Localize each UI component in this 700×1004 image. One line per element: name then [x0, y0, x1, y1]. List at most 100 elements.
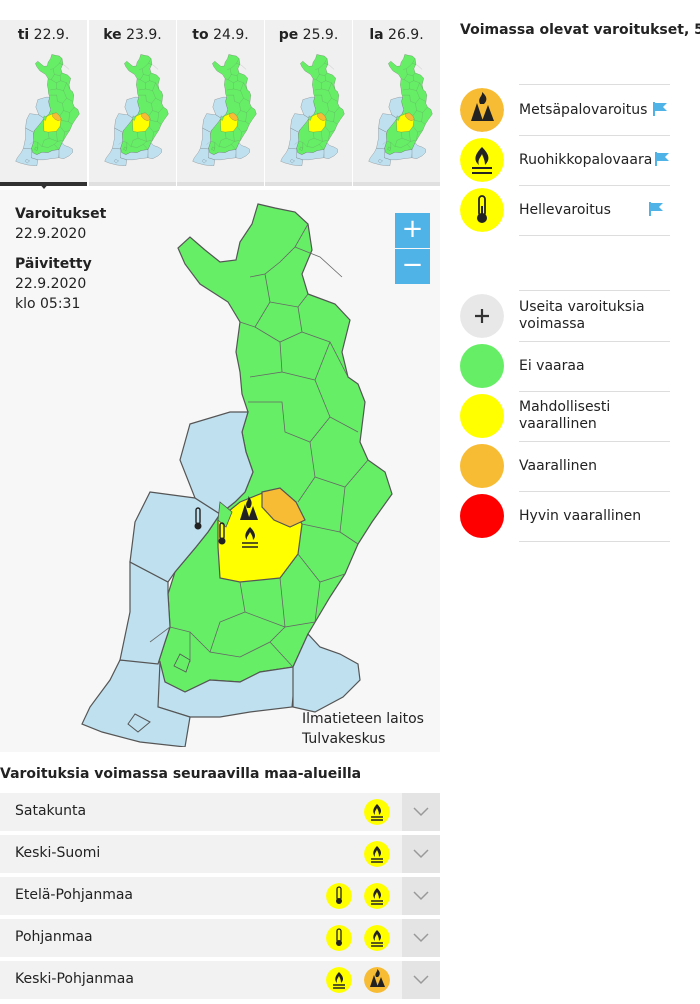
legend-label: Hyvin vaarallinen [519, 507, 642, 524]
region-name: Satakunta [15, 803, 87, 819]
expand-button[interactable] [402, 961, 440, 999]
grass-fire-icon [364, 799, 390, 825]
region-name: Keski-Pohjanmaa [15, 971, 134, 987]
legend-label: Vaarallinen [519, 457, 598, 474]
legend-divider [519, 84, 670, 85]
grass-fire-icon [364, 925, 390, 951]
map-credits: Ilmatieteen laitos Tulvakeskus [302, 709, 424, 749]
legend-level-very-dangerous: Hyvin vaarallinen [460, 491, 670, 542]
day-tabs: ti 22.9. ke 23.9. to 24.9. pe 25.9. la 2… [0, 20, 440, 186]
legend-label: Ei vaaraa [519, 357, 585, 374]
regions-heading: Varoituksia voimassa seuraavilla maa-alu… [0, 766, 362, 782]
thermometer-icon [326, 925, 352, 951]
tab-indicator [89, 182, 176, 186]
map-thermometer-icon [218, 522, 226, 545]
grass-fire-icon [364, 883, 390, 909]
flag-icon[interactable] [648, 201, 664, 217]
day-tab-dow: ke [103, 27, 122, 43]
expand-button[interactable] [402, 877, 440, 915]
warning-info: Varoitukset 22.9.2020 Päivitetty 22.9.20… [15, 204, 106, 314]
legend-label: Useita varoituksia voimassa [519, 299, 645, 332]
region-row-keski-pohjanmaa[interactable]: Keski-Pohjanmaa [0, 961, 440, 999]
day-tab-dow: ti [17, 27, 30, 43]
legend-multiple-warnings: Useita varoituksia voimassa [460, 291, 670, 342]
expand-button[interactable] [402, 793, 440, 831]
legend-forest-fire-warning: Metsäpalovaroitus [460, 85, 670, 136]
day-tab-date: 24.9. [213, 27, 249, 43]
credit-flood-centre: Tulvakeskus [302, 731, 386, 747]
flag-icon[interactable] [654, 151, 670, 167]
day-tab-sat[interactable]: la 26.9. [353, 20, 440, 186]
map-forest-fire-icon [240, 496, 258, 520]
region-row-keski-suomi[interactable]: Keski-Suomi [0, 835, 440, 873]
legend-level-potentially-dangerous: Mahdollisesti vaarallinen [460, 391, 670, 442]
forest-fire-icon [364, 967, 390, 993]
tab-indicator [265, 182, 352, 186]
thermometer-icon [326, 883, 352, 909]
legend-grass-fire-warning: Ruohikkopalovaara [460, 135, 670, 186]
map-thumbnail [182, 54, 260, 166]
legend-label: Ruohikkopalovaara [519, 151, 653, 168]
chevron-down-icon [413, 975, 429, 985]
legend-divider [519, 290, 670, 291]
expand-button[interactable] [402, 919, 440, 957]
zoom-in-button[interactable]: + [395, 213, 430, 248]
region-row-satakunta[interactable]: Satakunta [0, 793, 440, 831]
chevron-down-icon [413, 891, 429, 901]
updated-date: 22.9.2020 [15, 276, 87, 292]
legend-title: Voimassa olevat varoitukset, 5 [460, 22, 700, 38]
grass-fire-icon [460, 138, 504, 182]
expand-button[interactable] [402, 835, 440, 873]
level-swatch [460, 394, 504, 438]
day-tab-date: 23.9. [126, 27, 162, 43]
finland-map[interactable] [0, 190, 440, 752]
day-tab-dow: la [369, 27, 384, 43]
zoom-out-button[interactable]: − [395, 249, 430, 284]
day-tab-date: 22.9. [33, 27, 70, 43]
day-tab-tue[interactable]: ti 22.9. [0, 20, 87, 186]
tab-indicator [177, 182, 264, 186]
legend-level-dangerous: Vaarallinen [460, 441, 670, 492]
map-thermometer-icon [194, 507, 202, 530]
region-row-etela-pohjanmaa[interactable]: Etelä-Pohjanmaa [0, 877, 440, 915]
level-swatch [460, 494, 504, 538]
level-swatch [460, 344, 504, 388]
region-row-pohjanmaa[interactable]: Pohjanmaa [0, 919, 440, 957]
warnings-heading: Varoitukset [15, 206, 107, 222]
map-thumbnail [94, 54, 172, 166]
warning-map[interactable]: Varoitukset 22.9.2020 Päivitetty 22.9.20… [0, 190, 440, 752]
region-name: Etelä-Pohjanmaa [15, 887, 133, 903]
legend-heat-warning: Hellevaroitus [460, 185, 670, 236]
day-tab-date: 26.9. [388, 27, 424, 43]
map-thumbnail [5, 54, 83, 166]
chevron-down-icon [413, 849, 429, 859]
map-grass-fire-icon [242, 527, 258, 548]
credit-fmi: Ilmatieteen laitos [302, 711, 424, 727]
legend-label: Hellevaroitus [519, 201, 611, 218]
plus-icon [460, 294, 504, 338]
thermometer-icon [460, 188, 504, 232]
active-tab-caret-icon [38, 182, 50, 189]
day-tab-fri[interactable]: pe 25.9. [265, 20, 352, 186]
legend-level-no-danger: Ei vaaraa [460, 341, 670, 392]
updated-time: klo 05:31 [15, 296, 81, 312]
legend-label: Metsäpalovaroitus [519, 101, 648, 118]
chevron-down-icon [413, 933, 429, 943]
day-tab-date: 25.9. [302, 27, 339, 43]
day-tab-dow: to [192, 27, 209, 43]
level-swatch [460, 444, 504, 488]
updated-heading: Päivitetty [15, 256, 92, 272]
region-name: Keski-Suomi [15, 845, 101, 861]
day-tab-dow: pe [278, 27, 299, 43]
chevron-down-icon [413, 807, 429, 817]
grass-fire-icon [364, 841, 390, 867]
legend-label: Mahdollisesti vaarallinen [519, 399, 611, 432]
flag-icon[interactable] [652, 101, 668, 117]
map-thumbnail [270, 54, 348, 166]
day-tab-wed[interactable]: ke 23.9. [89, 20, 176, 186]
day-tab-thu[interactable]: to 24.9. [177, 20, 264, 186]
grass-fire-icon [326, 967, 352, 993]
map-thumbnail [358, 54, 436, 166]
forest-fire-icon [460, 88, 504, 132]
tab-indicator [353, 182, 440, 186]
